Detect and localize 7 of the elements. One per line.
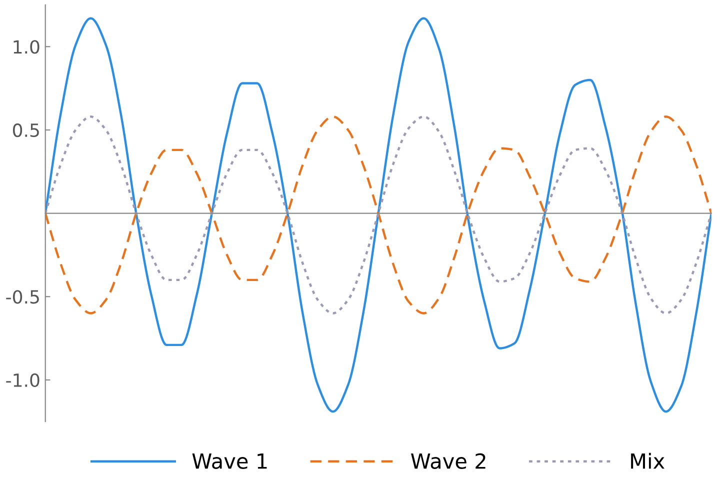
legend-label: Mix (631, 452, 664, 469)
y-tick-label: -0.5 (6, 290, 39, 304)
y-tick-label: -1.0 (6, 373, 40, 388)
y-tick-label: 1.0 (14, 40, 40, 54)
legend-label: Wave 1 (192, 453, 267, 469)
y-tick-label: 0.5 (12, 123, 39, 138)
legend-label: Wave 2 (411, 453, 486, 469)
